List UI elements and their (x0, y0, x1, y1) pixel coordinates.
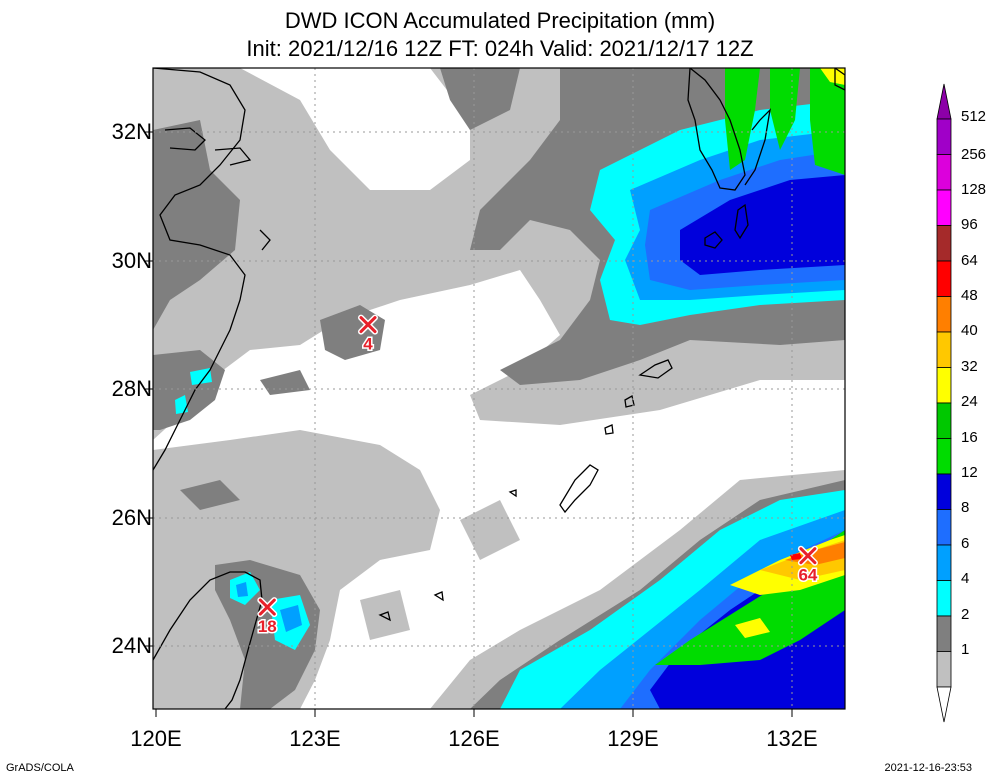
marker-value-label: 18 (258, 617, 277, 636)
colorbar-segment (936, 580, 952, 617)
coastlines (153, 68, 845, 709)
colorbar-label: 6 (961, 535, 970, 552)
precip-64mm-area (790, 553, 802, 560)
grid-lines (153, 68, 845, 709)
colorbar-segment (936, 260, 952, 297)
colorbar-label: 32 (961, 358, 978, 375)
colorbar-segment (936, 509, 952, 546)
lat-label-30n: 30N (111, 248, 152, 273)
colorbar-label: 48 (961, 287, 978, 304)
footer-timestamp: 2021-12-16-23:53 (884, 762, 972, 774)
lon-label-120e: 120E (130, 726, 182, 751)
colorbar-bottom-arrow (936, 686, 952, 723)
lon-label-129e: 129E (607, 726, 659, 751)
colorbar-segment (936, 544, 952, 581)
colorbar-label: 64 (961, 252, 978, 269)
colorbar-segment (936, 615, 952, 652)
colorbar-label: 256 (961, 146, 987, 163)
marker-layer: 4 18 64 (256, 314, 819, 638)
colorbar-segment (936, 331, 952, 368)
map-title: DWD ICON Accumulated Precipitation (mm) (284, 8, 716, 33)
lon-label-123e: 123E (289, 726, 341, 751)
colorbar-segment (936, 118, 952, 155)
lat-label-24n: 24N (111, 633, 152, 658)
colorbar-label: 8 (961, 499, 970, 516)
colorbar-segment (936, 402, 952, 439)
colorbar-segment (936, 473, 952, 510)
colorbar-label: 96 (961, 216, 978, 233)
colorbar-label: 128 (961, 181, 987, 198)
lat-label-32n: 32N (111, 119, 152, 144)
colorbar-label: 2 (961, 606, 970, 623)
max-precip-marker: 64 (797, 545, 819, 586)
max-precip-marker: 4 (358, 314, 378, 355)
colorbar-label: 12 (961, 464, 978, 481)
colorbar-label: 4 (961, 570, 970, 587)
colorbar-label: 16 (961, 429, 978, 446)
marker-value-label: 4 (363, 335, 373, 354)
colorbar-segment (936, 438, 952, 475)
colorbar-top-arrow (936, 83, 952, 120)
colorbar-segment (936, 154, 952, 191)
max-precip-marker: 18 (256, 597, 278, 638)
colorbar-label: 24 (961, 393, 978, 410)
colorbar-label: 1 (961, 641, 970, 658)
marker-value-label: 64 (798, 566, 817, 585)
map-subtitle: Init: 2021/12/16 12Z FT: 024h Valid: 202… (246, 36, 754, 61)
lat-label-26n: 26N (111, 505, 152, 530)
colorbar-segment (936, 367, 952, 404)
colorbar-segment (936, 651, 952, 688)
lon-label-132e: 132E (766, 726, 818, 751)
footer-credit: GrADS/COLA (6, 762, 74, 774)
colorbar-label: 40 (961, 322, 978, 339)
colorbar-segment (936, 296, 952, 333)
lat-label-28n: 28N (111, 376, 152, 401)
colorbar-segment (936, 225, 952, 262)
colorbar-label: 512 (961, 108, 987, 125)
lon-label-126e: 126E (448, 726, 500, 751)
precip-40mm-area (785, 542, 845, 565)
colorbar (936, 83, 952, 723)
axis-ticks (145, 131, 793, 717)
colorbar-segment (936, 189, 952, 226)
